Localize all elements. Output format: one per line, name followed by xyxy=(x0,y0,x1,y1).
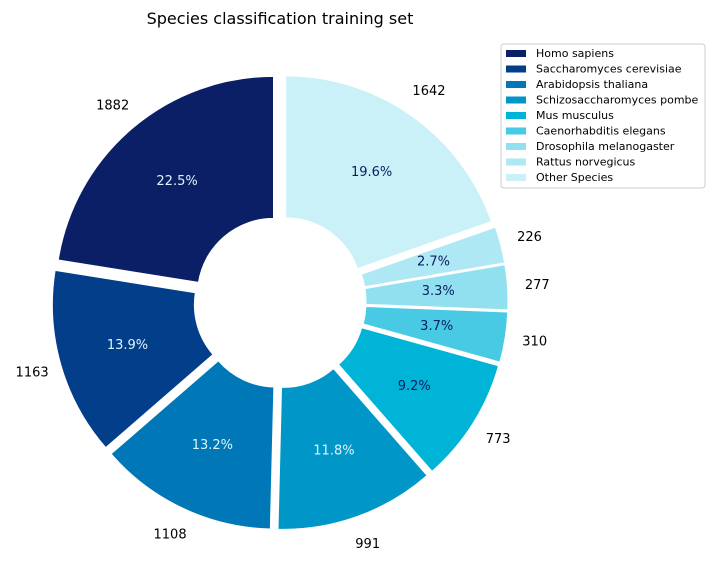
value-label-saccharomyces-cerevisiae: 1163 xyxy=(16,365,49,380)
percent-label-mus-musculus: 9.2% xyxy=(398,379,431,394)
legend-swatch-homo-sapiens xyxy=(506,50,526,57)
value-label-arabidopsis-thaliana: 1108 xyxy=(154,528,187,543)
slice-labels: 1642 19.6% 226 2.7% 277 3.3% 310 3.7% 773 9.2% 991… xyxy=(16,84,550,552)
legend: Homo sapiens Saccharomyces cerevisiae Arab… xyxy=(500,43,706,189)
legend-frame xyxy=(500,43,706,189)
legend-label-saccharomyces-cerevisiae: Saccharomyces cerevisiae xyxy=(536,63,682,76)
slice-caenorhabditis-elegans xyxy=(362,305,509,363)
slice-rattus-norvegicus xyxy=(360,226,506,288)
percent-label-other-species: 19.6% xyxy=(351,165,392,180)
chart-title: Species classification training set xyxy=(147,9,414,28)
legend-swatch-saccharomyces-cerevisiae xyxy=(506,65,526,73)
value-label-schizosaccharomyces-pombe: 991 xyxy=(355,537,380,552)
legend-label-arabidopsis-thaliana: Arabidopsis thaliana xyxy=(536,78,648,91)
value-label-other-species: 1642 xyxy=(412,84,445,99)
slice-homo-sapiens xyxy=(57,75,275,283)
slice-other-species xyxy=(285,75,493,270)
value-label-rattus-norvegicus: 226 xyxy=(517,230,542,245)
legend-label-schizosaccharomyces-pombe: Schizosaccharomyces pombe xyxy=(536,94,699,107)
percent-label-arabidopsis-thaliana: 13.2% xyxy=(192,438,233,453)
legend-swatch-other-species xyxy=(506,174,526,181)
legend-label-homo-sapiens: Homo sapiens xyxy=(536,47,614,60)
legend-label-drosophila-melanogaster: Drosophila melanogaster xyxy=(536,140,675,153)
percent-label-caenorhabditis-elegans: 3.7% xyxy=(420,319,453,334)
slice-arabidopsis-thaliana xyxy=(110,360,275,530)
legend-swatch-mus-musculus xyxy=(506,112,526,119)
slice-saccharomyces-cerevisiae xyxy=(51,269,214,449)
percent-label-rattus-norvegicus: 2.7% xyxy=(417,255,450,270)
legend-swatch-caenorhabditis-elegans xyxy=(506,127,526,135)
percent-label-homo-sapiens: 22.5% xyxy=(156,174,197,189)
slice-schizosaccharomyces-pombe xyxy=(277,367,428,530)
value-label-mus-musculus: 773 xyxy=(486,432,511,447)
legend-label-caenorhabditis-elegans: Caenorhabditis elegans xyxy=(536,125,666,138)
value-label-drosophila-melanogaster: 277 xyxy=(525,278,550,293)
value-label-caenorhabditis-elegans: 310 xyxy=(522,334,547,349)
legend-swatch-schizosaccharomyces-pombe xyxy=(506,96,526,104)
legend-label-other-species: Other Species xyxy=(536,171,613,184)
slice-drosophila-melanogaster xyxy=(364,264,509,311)
slice-mus-musculus xyxy=(337,327,500,473)
value-label-homo-sapiens: 1882 xyxy=(96,98,129,113)
legend-swatch-drosophila-melanogaster xyxy=(506,143,526,150)
legend-label-rattus-norvegicus: Rattus norvegicus xyxy=(536,156,636,169)
percent-label-saccharomyces-cerevisiae: 13.9% xyxy=(107,338,148,353)
legend-swatch-arabidopsis-thaliana xyxy=(506,81,526,88)
percent-label-schizosaccharomyces-pombe: 11.8% xyxy=(313,444,354,459)
legend-swatch-rattus-norvegicus xyxy=(506,158,526,166)
donut-slices xyxy=(51,75,509,530)
legend-label-mus-musculus: Mus musculus xyxy=(536,109,614,122)
percent-label-drosophila-melanogaster: 3.3% xyxy=(422,284,455,299)
